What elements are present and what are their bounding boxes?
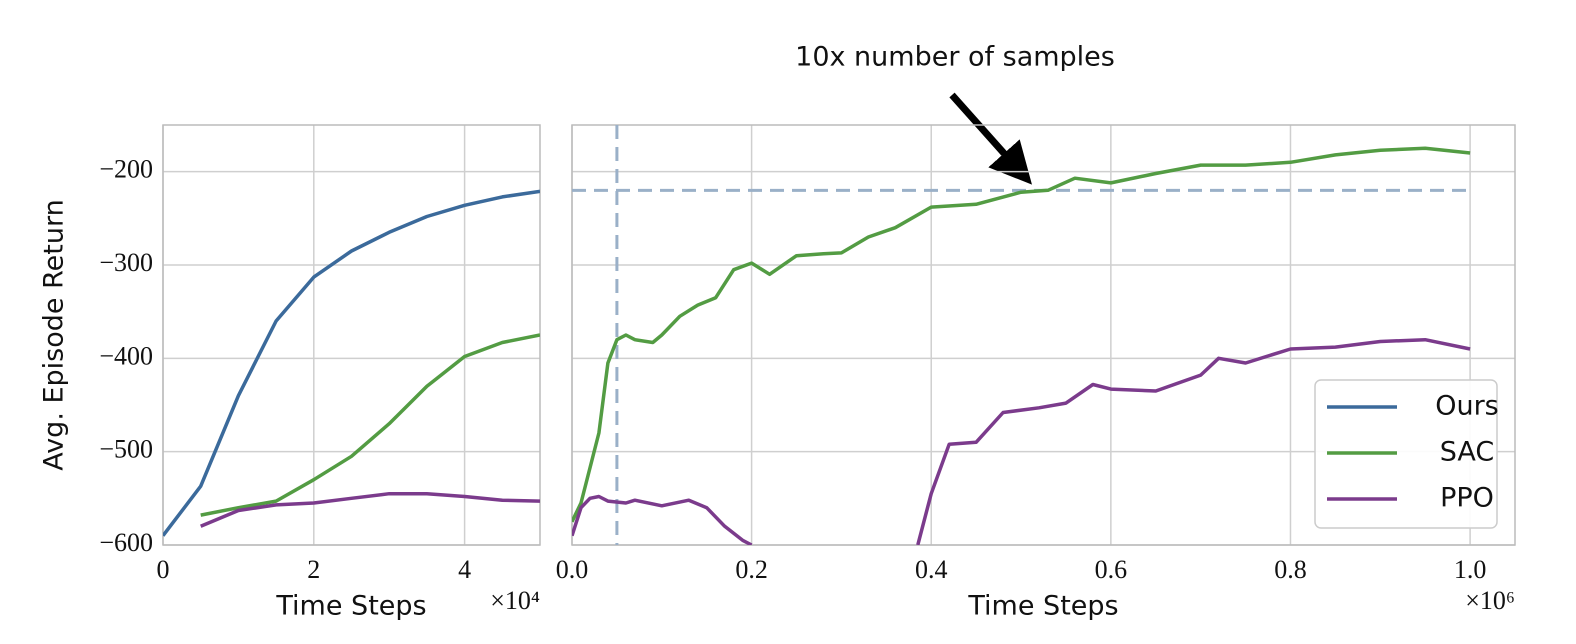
plot-area bbox=[572, 125, 1471, 545]
plot-area bbox=[163, 189, 540, 537]
legend-label: Ours bbox=[1435, 391, 1499, 422]
x-multiplier: ×10⁶ bbox=[1465, 586, 1515, 615]
y-axis-label: Avg. Episode Return bbox=[39, 199, 70, 470]
y-tick-label: −600 bbox=[99, 528, 153, 557]
x-axis-label: Time Steps bbox=[275, 591, 426, 622]
y-tick-label: −300 bbox=[99, 248, 153, 277]
x-axis-label: Time Steps bbox=[967, 591, 1118, 622]
legend-label: PPO bbox=[1440, 483, 1494, 514]
y-tick-label: −200 bbox=[99, 155, 153, 184]
x-tick-label: 2 bbox=[307, 555, 320, 584]
x-tick-label: 0.6 bbox=[1095, 555, 1128, 584]
x-tick-label: 1.0 bbox=[1454, 555, 1487, 584]
annotation: 10x number of samples bbox=[795, 42, 1115, 73]
annotation-arrow bbox=[949, 92, 1032, 185]
x-tick-label: 0.8 bbox=[1274, 555, 1307, 584]
series-line bbox=[572, 146, 1471, 523]
series-line bbox=[200, 333, 540, 517]
x-tick-label: 0 bbox=[157, 555, 170, 584]
x-tick-label: 0.4 bbox=[915, 555, 948, 584]
plot-frame bbox=[571, 124, 1516, 546]
series-line bbox=[200, 491, 540, 528]
x-tick-label: 0.2 bbox=[735, 555, 768, 584]
y-tick-label: −500 bbox=[99, 435, 153, 464]
plot-frame bbox=[162, 124, 541, 546]
legend-label: SAC bbox=[1440, 437, 1495, 468]
series-line bbox=[163, 189, 540, 537]
x-tick-label: 0.0 bbox=[556, 555, 589, 584]
series-line bbox=[572, 337, 1471, 545]
x-multiplier: ×10⁴ bbox=[490, 586, 540, 615]
x-tick-label: 4 bbox=[458, 555, 471, 584]
y-tick-label: −400 bbox=[99, 341, 153, 370]
legend-box bbox=[1314, 379, 1498, 529]
